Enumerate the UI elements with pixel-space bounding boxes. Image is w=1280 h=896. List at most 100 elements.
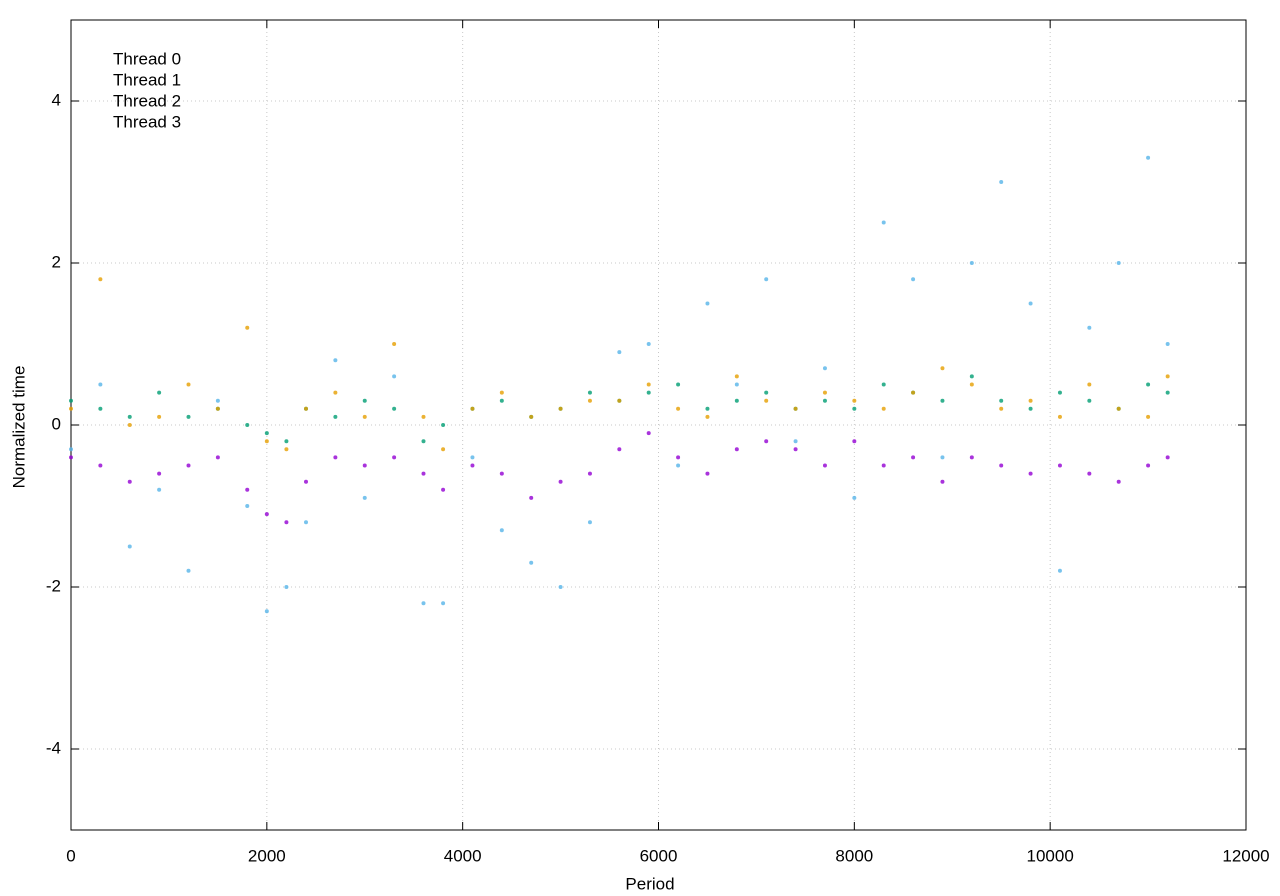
point [1116,479,1121,484]
x-tick-label: 6000 [640,846,678,865]
point [245,325,250,330]
point [617,350,622,355]
point [734,382,739,387]
point [822,390,827,395]
point [333,455,338,460]
point [98,277,103,282]
point [157,487,162,492]
point [881,382,886,387]
point [284,585,289,589]
point [646,431,651,436]
point [69,455,73,460]
point [127,423,132,427]
point [734,374,739,379]
y-tick-label: -4 [46,738,61,757]
point [69,398,73,403]
point [1165,455,1170,460]
y-tick-label: 4 [52,90,61,109]
point [1087,398,1092,403]
x-tick-label: 12000 [1222,846,1269,865]
y-tick-label: 2 [52,252,61,271]
point [1165,374,1170,379]
point [245,504,250,508]
point [264,609,269,614]
point [587,471,592,476]
point [1116,406,1121,411]
point [333,358,338,363]
point [127,544,132,549]
point [793,439,798,444]
point [1057,463,1062,468]
point [705,406,710,411]
point [1028,301,1033,306]
point [392,455,397,460]
point [676,382,681,387]
point [529,495,534,500]
point [98,382,103,387]
point [793,447,798,452]
y-tick-label: -2 [46,576,61,595]
point [264,512,269,517]
point [999,398,1004,403]
point [127,479,132,484]
point [392,342,397,346]
point [304,520,308,525]
point [284,520,289,525]
x-axis-label: Period [625,874,674,893]
point [999,180,1004,184]
point [98,406,103,411]
point [529,560,534,565]
point [793,406,798,411]
point [969,374,974,379]
point [499,398,504,403]
point [69,406,73,411]
point [1146,414,1151,419]
point [911,277,916,282]
point [852,495,857,500]
legend-entry: Thread 3 [113,112,181,131]
point [911,390,916,395]
point [362,463,367,468]
point [215,398,220,403]
point [881,406,886,411]
point [1087,325,1092,330]
point [587,390,592,395]
point [186,463,191,468]
point [764,277,769,282]
point [284,439,289,444]
point [734,398,739,403]
point [421,439,426,444]
point [646,390,651,395]
point [558,406,563,411]
point [1028,398,1033,403]
point [470,455,475,460]
point [852,398,857,403]
point [362,414,367,419]
point [1087,471,1092,476]
point [676,406,681,411]
point [529,414,534,419]
point [617,447,622,452]
point [734,447,739,452]
point [617,398,622,403]
point [215,406,220,411]
point [1146,463,1151,468]
point [940,479,945,484]
point [157,390,162,395]
point [1116,261,1121,265]
point [304,479,308,484]
point [969,382,974,387]
point [705,414,710,419]
point [98,463,103,468]
point [705,471,710,476]
point [470,463,475,468]
point [186,414,191,419]
point [646,382,651,387]
x-tick-label: 4000 [444,846,482,865]
point [1146,155,1151,160]
point [940,398,945,403]
point [969,261,974,265]
plot-frame [70,19,1247,831]
point [1028,406,1033,411]
point [1057,390,1062,395]
